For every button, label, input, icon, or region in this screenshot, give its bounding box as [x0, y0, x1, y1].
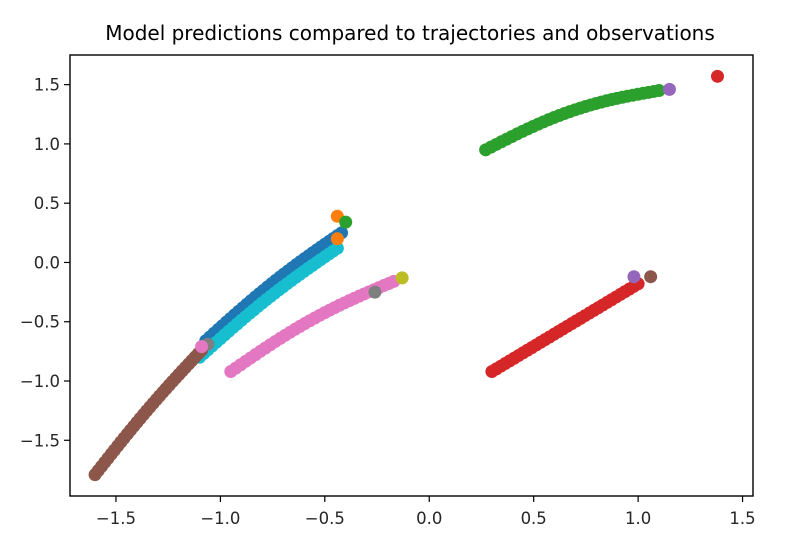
x-tick-label: −1.0: [200, 509, 240, 528]
marker-point: [368, 285, 382, 299]
series-2-point: [330, 241, 344, 255]
x-tick-label: 0.0: [416, 509, 442, 528]
y-tick-label: 0.0: [34, 253, 60, 272]
series-5-point: [652, 84, 666, 98]
y-axis: −1.5 −1.0 −0.5 0.0 0.5 1.0 1.5: [20, 76, 70, 450]
chart-title: Model predictions compared to trajectori…: [105, 21, 715, 45]
y-tick-label: 1.0: [34, 135, 60, 154]
data-points: [88, 69, 724, 482]
marker-point: [195, 340, 209, 354]
x-tick-label: −0.5: [305, 509, 345, 528]
y-tick-label: 1.5: [34, 76, 60, 95]
x-tick-label: 0.5: [521, 509, 547, 528]
y-tick-label: −1.5: [20, 431, 60, 450]
plot-frame: [69, 54, 754, 497]
marker-point: [644, 270, 658, 284]
y-tick-label: −1.0: [20, 372, 60, 391]
marker-point: [330, 232, 344, 246]
x-tick-label: −1.5: [96, 509, 136, 528]
marker-point: [339, 215, 353, 229]
x-tick-label: 1.0: [625, 509, 651, 528]
y-tick-label: −0.5: [20, 313, 60, 332]
x-axis: −1.5 −1.0 −0.5 0.0 0.5 1.0 1.5: [96, 496, 756, 528]
y-tick-label: 0.5: [34, 194, 60, 213]
x-tick-label: 1.5: [729, 509, 755, 528]
marker-point: [395, 271, 409, 285]
marker-point: [710, 69, 724, 83]
marker-point: [627, 270, 641, 284]
marker-point: [662, 82, 676, 96]
